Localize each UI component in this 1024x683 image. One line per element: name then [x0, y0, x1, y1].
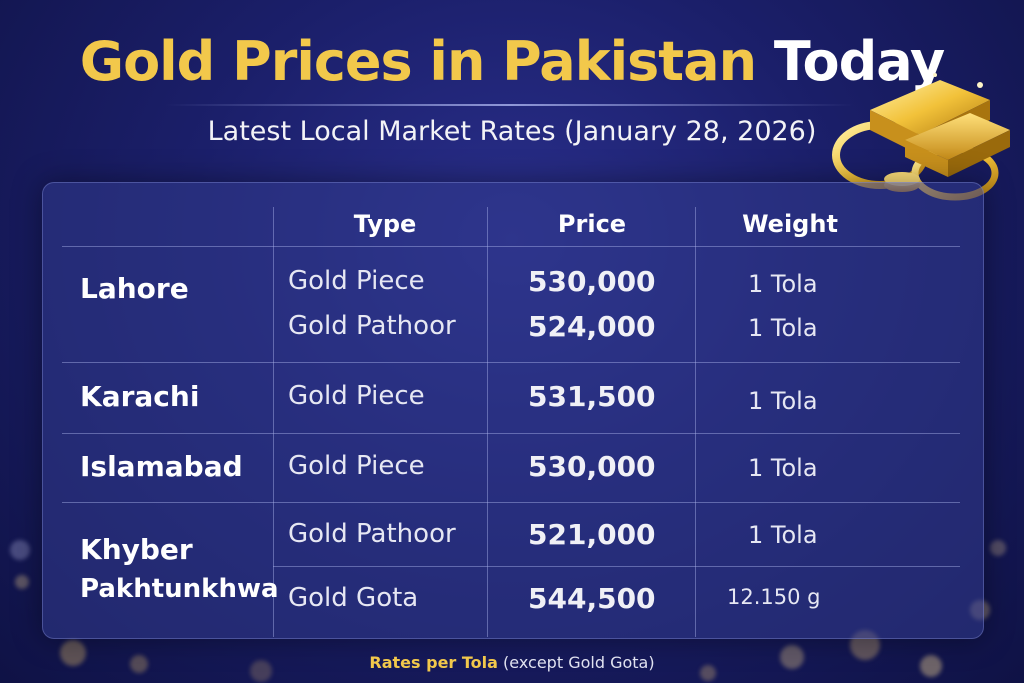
title-divider	[165, 104, 855, 106]
row-type: Gold Piece	[288, 266, 425, 296]
column-divider	[695, 207, 696, 637]
city-kpk-line1: Khyber	[80, 533, 193, 566]
row-weight: 1 Tola	[748, 521, 818, 549]
city-islamabad: Islamabad	[80, 450, 243, 483]
row-divider	[273, 566, 960, 567]
row-divider	[62, 502, 960, 503]
column-divider	[273, 207, 274, 637]
header-type: Type	[353, 210, 417, 238]
row-type: Gold Piece	[288, 381, 425, 411]
row-price: 544,500	[528, 582, 656, 615]
row-weight: 1 Tola	[748, 270, 818, 298]
row-weight: 1 Tola	[748, 387, 818, 415]
footer-rest: (except Gold Gota)	[503, 653, 655, 672]
row-type: Gold Gota	[288, 583, 419, 613]
row-weight: 1 Tola	[748, 454, 818, 482]
row-weight: 1 Tola	[748, 314, 818, 342]
city-lahore: Lahore	[80, 272, 189, 305]
row-divider	[62, 362, 960, 363]
row-type: Gold Piece	[288, 451, 425, 481]
row-price: 530,000	[528, 450, 656, 483]
footer-highlight: Rates per Tola	[369, 653, 498, 672]
row-price: 531,500	[528, 380, 656, 413]
header-weight: Weight	[742, 210, 838, 238]
gold-bars-icon	[832, 73, 1010, 201]
column-divider	[487, 207, 488, 637]
row-price: 521,000	[528, 518, 656, 551]
row-divider	[62, 246, 960, 247]
footer-note: Rates per Tola (except Gold Gota)	[0, 653, 1024, 672]
city-karachi: Karachi	[80, 380, 200, 413]
row-type: Gold Pathoor	[288, 519, 456, 549]
page-title: Gold Prices in Pakistan Today	[0, 30, 1024, 93]
rates-table	[42, 182, 984, 639]
header-price: Price	[557, 210, 627, 238]
city-kpk-line2: Pakhtunkhwa	[80, 574, 279, 604]
row-price: 524,000	[528, 310, 656, 343]
title-white-part: Today	[773, 30, 945, 93]
row-type: Gold Pathoor	[288, 311, 456, 341]
row-price: 530,000	[528, 265, 656, 298]
subtitle: Latest Local Market Rates (January 28, 2…	[207, 116, 817, 147]
row-weight: 12.150 g	[727, 585, 821, 609]
title-gold-part: Gold Prices in Pakistan	[79, 30, 757, 93]
row-divider	[62, 433, 960, 434]
